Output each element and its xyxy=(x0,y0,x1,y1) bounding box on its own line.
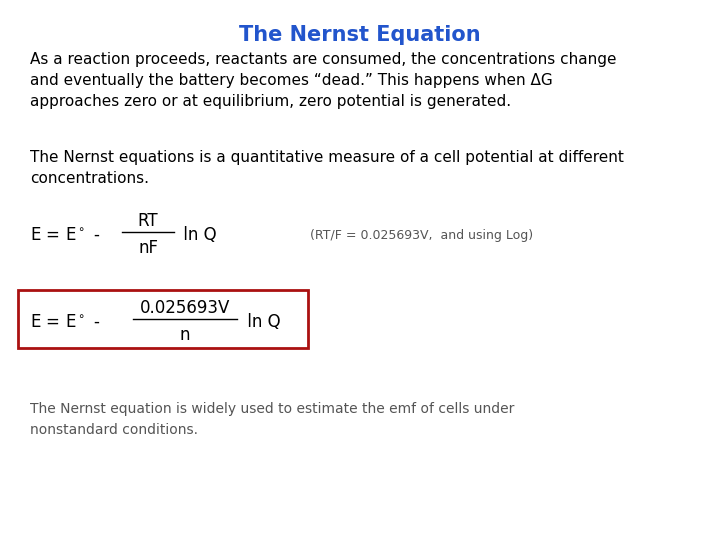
Text: The Nernst equations is a quantitative measure of a cell potential at different
: The Nernst equations is a quantitative m… xyxy=(30,150,624,186)
Text: ln Q: ln Q xyxy=(178,226,217,244)
Text: As a reaction proceeds, reactants are consumed, the concentrations change
and ev: As a reaction proceeds, reactants are co… xyxy=(30,52,616,109)
Text: The Nernst Equation: The Nernst Equation xyxy=(239,25,481,45)
Text: n: n xyxy=(180,326,190,344)
FancyBboxPatch shape xyxy=(18,290,308,348)
Text: 0.025693V: 0.025693V xyxy=(140,299,230,317)
Text: E = E$^\circ$ -: E = E$^\circ$ - xyxy=(30,313,102,331)
Text: nF: nF xyxy=(138,239,158,257)
Text: RT: RT xyxy=(138,212,158,230)
Text: (RT/F = 0.025693V,  and using Log): (RT/F = 0.025693V, and using Log) xyxy=(310,228,533,241)
Text: E = E$^\circ$ -: E = E$^\circ$ - xyxy=(30,226,102,244)
Text: The Nernst equation is widely used to estimate the emf of cells under
nonstandar: The Nernst equation is widely used to es… xyxy=(30,402,514,437)
Text: ln Q: ln Q xyxy=(242,313,281,331)
